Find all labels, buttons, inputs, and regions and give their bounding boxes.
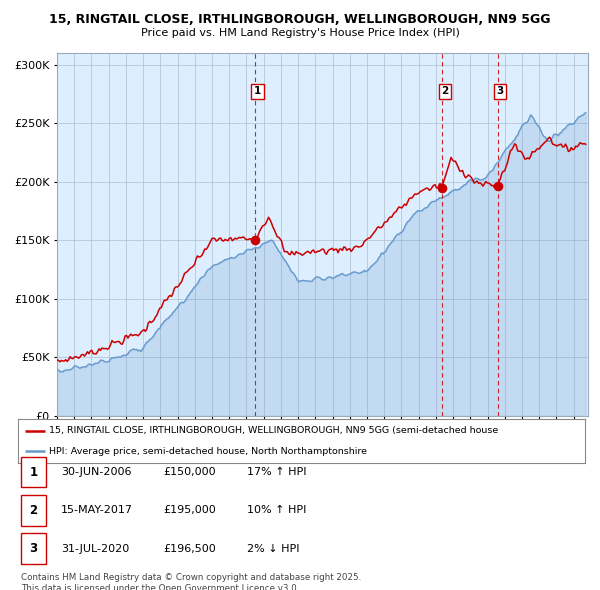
Text: HPI: Average price, semi-detached house, North Northamptonshire: HPI: Average price, semi-detached house,… (49, 447, 367, 455)
Text: 2: 2 (29, 504, 38, 517)
Text: 17% ↑ HPI: 17% ↑ HPI (247, 467, 307, 477)
Text: 10% ↑ HPI: 10% ↑ HPI (247, 506, 307, 515)
Text: 3: 3 (497, 86, 504, 96)
Text: 2: 2 (441, 86, 448, 96)
Text: 30-JUN-2006: 30-JUN-2006 (61, 467, 132, 477)
Point (493, 181, 502, 191)
Text: 15, RINGTAIL CLOSE, IRTHLINGBOROUGH, WELLINGBOROUGH, NN9 5GG (semi-detached hous: 15, RINGTAIL CLOSE, IRTHLINGBOROUGH, WEL… (49, 427, 499, 435)
Text: £196,500: £196,500 (163, 544, 216, 553)
Text: 2% ↓ HPI: 2% ↓ HPI (247, 544, 300, 553)
Text: 15-MAY-2017: 15-MAY-2017 (61, 506, 133, 515)
Text: £195,000: £195,000 (163, 506, 216, 515)
Text: £150,000: £150,000 (163, 467, 216, 477)
Text: Contains HM Land Registry data © Crown copyright and database right 2025.
This d: Contains HM Land Registry data © Crown c… (21, 573, 361, 590)
Point (250, 235, 260, 245)
Text: 31-JUL-2020: 31-JUL-2020 (61, 544, 130, 553)
Text: 15, RINGTAIL CLOSE, IRTHLINGBOROUGH, WELLINGBOROUGH, NN9 5GG: 15, RINGTAIL CLOSE, IRTHLINGBOROUGH, WEL… (49, 13, 551, 26)
Text: 3: 3 (29, 542, 38, 555)
Text: 1: 1 (254, 86, 261, 96)
Text: 1: 1 (29, 466, 38, 478)
Text: Price paid vs. HM Land Registry's House Price Index (HPI): Price paid vs. HM Land Registry's House … (140, 28, 460, 38)
Point (437, 183, 447, 192)
